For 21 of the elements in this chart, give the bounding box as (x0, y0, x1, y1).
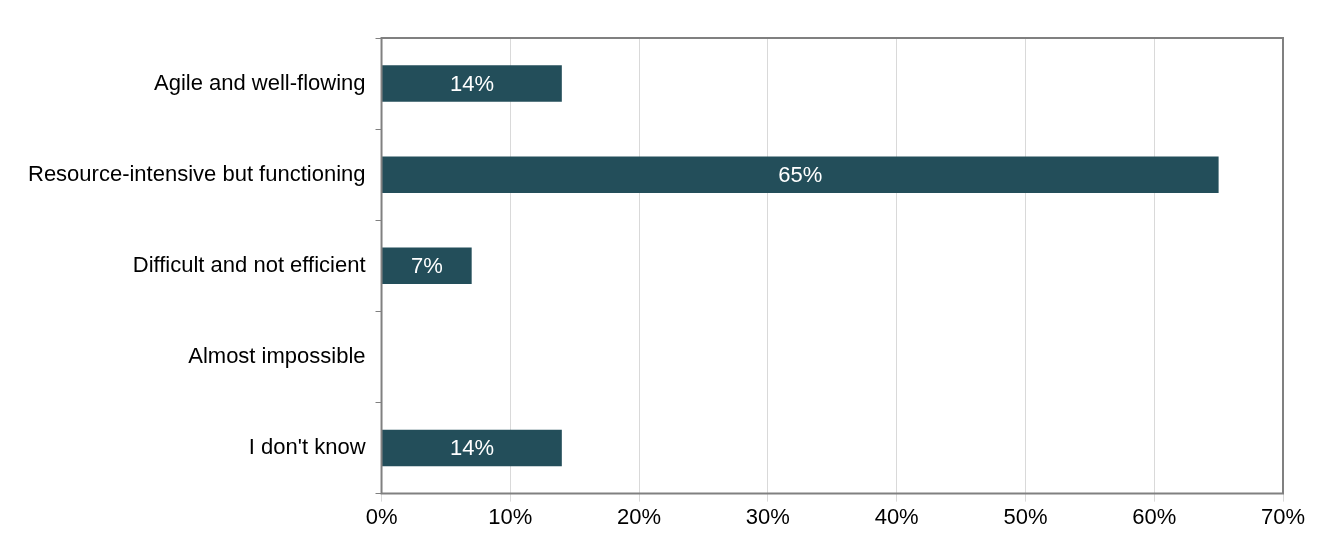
x-tick-label: 20% (617, 503, 662, 529)
y-tick-label: Difficult and not efficient (132, 251, 366, 277)
bar (382, 247, 472, 285)
x-tick-label: 60% (1132, 503, 1177, 529)
bar (382, 429, 562, 467)
x-tick-label: 0% (365, 503, 398, 529)
data-label: 14% (449, 435, 494, 461)
y-tick-label: Resource-intensive but functioning (28, 160, 366, 186)
y-tick-label: Almost impossible (188, 342, 366, 368)
data-label: 65% (778, 161, 823, 187)
data-label: 14% (449, 70, 494, 96)
x-tick-label: 40% (874, 503, 919, 529)
bar (382, 65, 562, 102)
x-tick-label: 50% (1003, 503, 1048, 529)
x-tick-label: 70% (1260, 503, 1306, 529)
x-tick-label: 10% (488, 503, 533, 529)
x-tick-label: 30% (745, 503, 790, 529)
y-tick-label: I don't know (248, 434, 366, 460)
bar (382, 156, 1219, 193)
data-label: 7% (410, 252, 443, 278)
y-tick-label: Agile and well-flowing (153, 69, 366, 95)
